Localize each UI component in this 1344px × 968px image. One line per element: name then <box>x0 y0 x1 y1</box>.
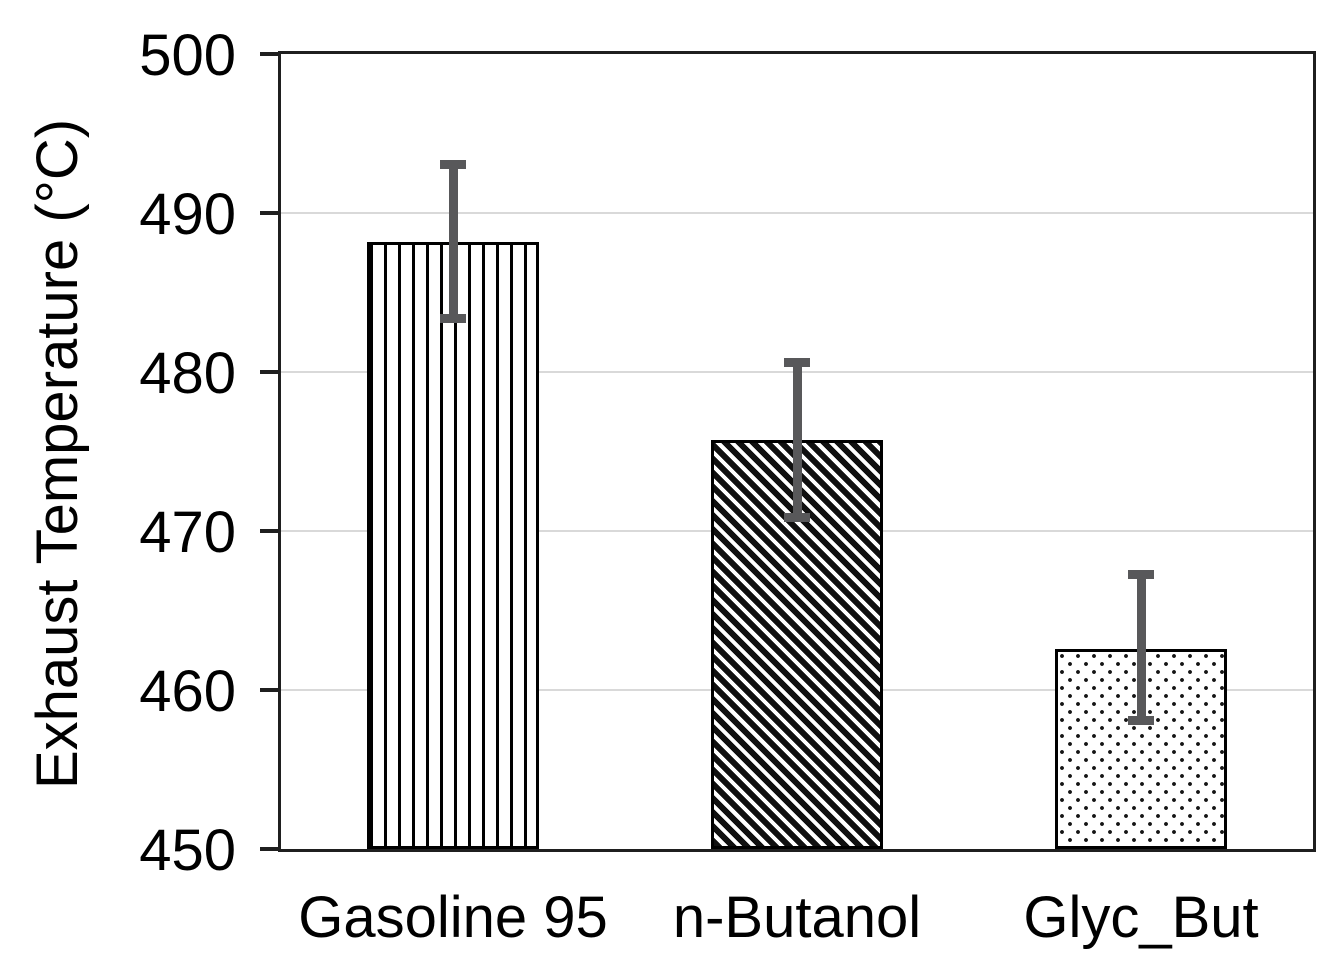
error-bar-n-butanol <box>793 362 802 516</box>
y-tick-label-450: 450 <box>139 818 236 883</box>
error-cap-top-1 <box>784 358 810 367</box>
y-tick-mark-460 <box>260 688 278 692</box>
y-tick-label-470: 470 <box>139 500 236 565</box>
y-axis-title: Exhaust Temperature (°C) <box>25 118 90 790</box>
y-tick-label-490: 490 <box>139 182 236 247</box>
error-bar-glyc-but <box>1137 574 1146 720</box>
error-cap-top-0 <box>440 160 466 169</box>
error-cap-bottom-0 <box>440 314 466 323</box>
error-bar-gasoline-95 <box>449 164 458 318</box>
y-tick-label-460: 460 <box>139 659 236 724</box>
error-cap-bottom-2 <box>1128 716 1154 725</box>
y-tick-mark-470 <box>260 529 278 533</box>
x-category-label-1: n-Butanol <box>672 885 922 950</box>
error-cap-top-2 <box>1128 570 1154 579</box>
gridline-490 <box>281 212 1313 214</box>
y-tick-label-500: 500 <box>139 23 236 88</box>
x-category-label-2: Glyc_But <box>1023 885 1259 950</box>
y-tick-mark-480 <box>260 370 278 374</box>
y-tick-mark-450 <box>260 847 278 851</box>
error-cap-bottom-1 <box>784 513 810 522</box>
x-category-label-0: Gasoline 95 <box>298 885 608 950</box>
plot-area <box>278 51 1316 852</box>
y-tick-mark-500 <box>260 52 278 56</box>
y-tick-mark-490 <box>260 211 278 215</box>
y-tick-label-480: 480 <box>139 341 236 406</box>
bar-gasoline-95 <box>367 242 539 849</box>
